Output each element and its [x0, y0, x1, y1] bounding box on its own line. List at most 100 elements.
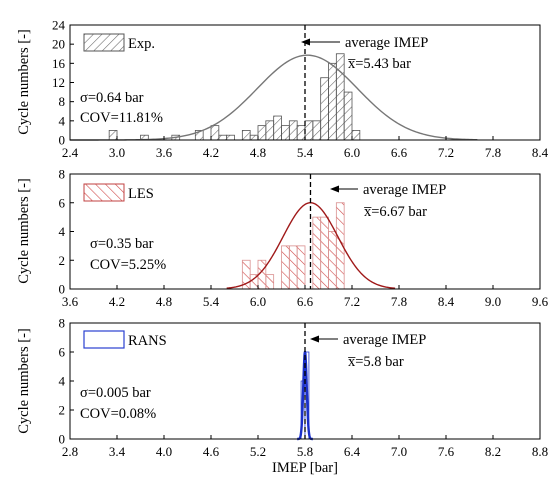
panel-les-sigma-label: σ=0.35 bar: [90, 236, 154, 252]
panel-rans-ytick-label: 8: [59, 316, 66, 331]
panel-rans-xtick-label: 2.8: [62, 444, 78, 459]
panel-exp-legend-swatch: [83, 33, 125, 52]
panel-exp-xtick-label: 5.4: [297, 145, 314, 160]
panel-exp-xtick-label: 7.2: [438, 145, 454, 160]
panel-les-ytick-label: 6: [59, 195, 66, 210]
panel-rans-xtick-label: 7.6: [438, 444, 455, 459]
panel-exp-annotation-text: average IMEP: [345, 35, 428, 51]
panel-exp-bar: [226, 134, 235, 141]
panel-rans-ytick-label: 2: [59, 403, 66, 418]
panel-rans-cov-label: COV=0.08%: [80, 406, 156, 422]
panel-rans-xtick-label: 4.0: [156, 444, 172, 459]
panel-rans-mean-label: x̅=5.8 bar: [348, 354, 404, 370]
panel-les-xtick-label: 3.6: [62, 294, 79, 309]
panel-exp-arrow-head: [301, 38, 310, 46]
panel-les-bar: [281, 245, 290, 290]
panel-rans-annotation: average IMEP x̅=5.8 bar: [310, 332, 426, 370]
panel-exp-bar: [296, 125, 306, 141]
panel-exp-bar: [288, 120, 298, 141]
panel-les-legend-swatch: [83, 183, 125, 202]
panel-rans-legend: RANS: [83, 330, 167, 349]
panel-rans-arrow-head: [310, 335, 319, 343]
panel-exp-xtick-label: 8.4: [532, 145, 549, 160]
panel-exp-ytick-label: 12: [52, 75, 65, 90]
panel-les-cov-label: COV=5.25%: [90, 257, 166, 273]
panel-exp-bars: [108, 53, 361, 141]
panel-exp-xtick-label: 3.6: [156, 145, 173, 160]
panel-rans-ytick-label: 4: [59, 374, 66, 389]
panel-exp-bar: [257, 125, 267, 141]
panel-rans-ytick-label: 6: [59, 345, 66, 360]
panel-les-bar: [296, 245, 306, 290]
panel-les-xtick-label: 5.4: [203, 294, 220, 309]
panel-exp-xtick-label: 4.8: [250, 145, 266, 160]
panel-rans-xtick-label: 8.2: [485, 444, 501, 459]
panel-les-bar: [265, 274, 275, 290]
panel-les-ytick-label: 2: [59, 253, 66, 268]
panel-exp-bar: [108, 130, 118, 141]
panel-exp-bar: [328, 62, 337, 141]
panel-les-xtick-label: 9.0: [485, 294, 501, 309]
panel-les-bar: [320, 216, 329, 290]
panel-les-bar: [288, 245, 298, 290]
panel-rans-xtick-label: 5.2: [250, 444, 266, 459]
panel-rans-xtick-label: 6.4: [344, 444, 361, 459]
panel-les: 3.6 4.2 4.8 5.4 6.0 6.6 7.2 7.8 8.4 9.0 9.6 0 2 4 6 8 C…: [16, 167, 549, 310]
panel-les-ylabel: Cycle numbers [-]: [16, 178, 32, 284]
panel-exp-bar: [343, 91, 353, 141]
panel-rans-sigma-label: σ=0.005 bar: [80, 385, 151, 401]
panel-exp-ytick-label: 4: [59, 113, 66, 128]
panel-exp-bar: [210, 125, 220, 141]
panel-les-xtick-label: 7.8: [391, 294, 407, 309]
panel-les-xtick-label: 9.6: [532, 294, 549, 309]
panel-rans: 2.8 3.4 4.0 4.6 5.2 5.8 6.4 7.0 7.6 8.2 8.8 0 2 4 6 8 C…: [16, 316, 548, 460]
panel-exp-sigma-label: σ=0.64 bar: [80, 90, 144, 106]
panel-les-xtick-label: 4.8: [156, 294, 172, 309]
panel-exp-mean-label: x̅=5.43 bar: [348, 56, 411, 72]
panel-rans-xtick-label: 4.6: [203, 444, 220, 459]
panel-les-ytick-label: 8: [59, 167, 66, 182]
panel-rans-legend-swatch: [83, 330, 125, 349]
panel-exp-legend-label: Exp.: [128, 36, 155, 52]
panel-rans-xtick-label: 3.4: [109, 444, 126, 459]
panel-exp-bar: [304, 120, 314, 141]
panel-exp-ticks: 2.4 3.0 3.6 4.2 4.8 5.4 6.0 6.6 7.2 7.8 8.4 0 4 8 12 16…: [52, 18, 549, 161]
panel-les-xtick-label: 4.2: [109, 294, 125, 309]
panel-exp-bar: [218, 134, 228, 141]
panel-exp-ytick-label: 24: [52, 18, 66, 33]
panel-exp-bar: [281, 125, 290, 141]
panel-exp-legend: Exp.: [83, 33, 155, 52]
panel-les-xtick-label: 7.2: [344, 294, 360, 309]
panel-les-legend-label: LES: [128, 186, 154, 202]
panel-les-xtick-label: 8.4: [438, 294, 455, 309]
panel-exp-bar: [241, 130, 251, 141]
panel-exp-ytick-label: 20: [52, 37, 65, 52]
panel-exp-xtick-label: 6.0: [344, 145, 360, 160]
panel-les-bar: [328, 231, 337, 290]
panel-rans-ticks: 2.8 3.4 4.0 4.6 5.2 5.8 6.4 7.0 7.6 8.2 8.8 0 2 4 6 8: [59, 316, 549, 460]
panel-exp-bar: [351, 130, 361, 141]
panel-exp-ylabel: Cycle numbers [-]: [16, 29, 32, 135]
panel-exp-bar: [265, 120, 275, 141]
panel-les-bar: [312, 216, 322, 290]
panel-rans-annotation-text: average IMEP: [343, 332, 426, 348]
panel-les-ticks: 3.6 4.2 4.8 5.4 6.0 6.6 7.2 7.8 8.4 9.0 9.6 0 2 4 6 8: [59, 167, 549, 310]
panel-les-xtick-label: 6.6: [297, 294, 314, 309]
panel-exp-xtick-label: 3.0: [109, 145, 125, 160]
panel-exp-ytick-label: 16: [52, 56, 66, 71]
panel-exp-bar: [249, 134, 259, 141]
panel-les-ytick-label: 0: [59, 282, 66, 297]
panel-exp-ytick-label: 8: [59, 94, 66, 109]
panel-exp: 2.4 3.0 3.6 4.2 4.8 5.4 6.0 6.6 7.2 7.8 8.4 0 4 8 12 16…: [16, 18, 549, 161]
panel-exp-xtick-label: 2.4: [62, 145, 79, 160]
panel-les-ytick-label: 4: [59, 224, 66, 239]
panel-exp-xtick-label: 4.2: [203, 145, 219, 160]
panel-les-legend: LES: [83, 183, 154, 202]
panel-rans-ylabel: Cycle numbers [-]: [16, 328, 32, 434]
panel-rans-legend-label: RANS: [128, 333, 167, 349]
panel-exp-annotation: average IMEP x̅=5.43 bar: [301, 35, 428, 72]
panel-exp-bar: [320, 77, 329, 141]
x-axis-label: IMEP [bar]: [272, 460, 338, 476]
panel-exp-bar: [273, 115, 282, 141]
